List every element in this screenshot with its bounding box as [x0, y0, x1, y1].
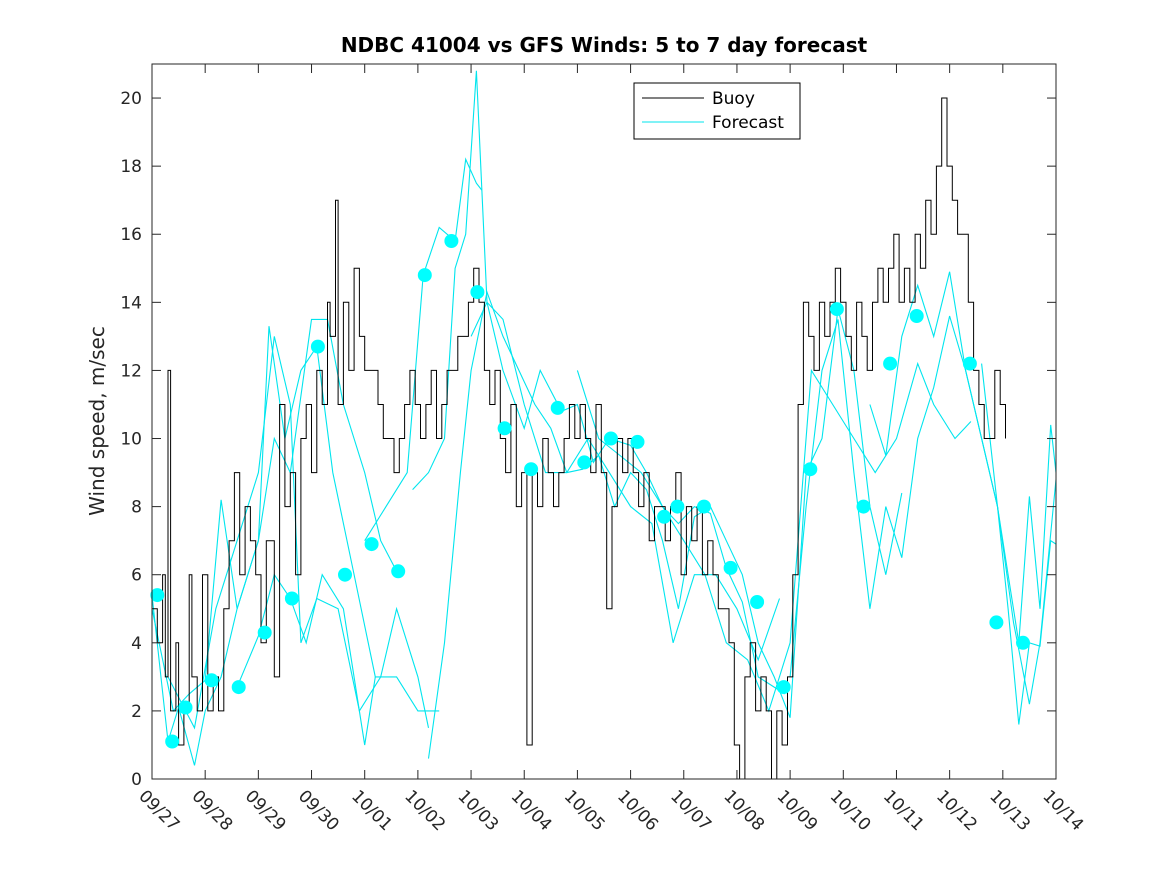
forecast-marker-28 [856, 499, 871, 514]
x-tick-label-10/14: 10/14 [1038, 786, 1087, 835]
chart-title: NDBC 41004 vs GFS Winds: 5 to 7 day fore… [341, 33, 868, 57]
y-tick-label-20: 20 [120, 89, 142, 109]
forecast-line-0 [151, 318, 398, 766]
forecast-line-7 [470, 301, 781, 662]
forecast-marker-31 [962, 356, 977, 371]
forecast-marker-17 [577, 455, 592, 470]
forecast-marker-7 [310, 339, 325, 354]
forecast-marker-12 [444, 234, 459, 248]
forecast-line-2 [167, 336, 430, 730]
forecast-line-3 [236, 573, 376, 746]
y-tick-label-4: 4 [131, 634, 142, 654]
x-tick-label-10/02: 10/02 [400, 786, 449, 835]
forecast-marker-30 [909, 309, 924, 323]
forecast-line-11 [981, 363, 1057, 725]
x-tick-label-09/29: 09/29 [241, 786, 290, 835]
x-tick-label-10/13: 10/13 [985, 786, 1034, 835]
forecast-marker-23 [723, 560, 738, 575]
forecast-marker-25 [776, 680, 791, 695]
y-tick-label-16: 16 [120, 225, 142, 245]
x-tick-label-10/05: 10/05 [560, 786, 609, 835]
x-tick-label-10/04: 10/04 [507, 786, 556, 835]
y-tick-label-14: 14 [120, 293, 142, 313]
forecast-marker-19 [630, 434, 645, 449]
x-tick-label-10/12: 10/12 [932, 786, 981, 835]
forecast-marker-14 [497, 421, 512, 436]
forecast-marker-22 [697, 499, 711, 514]
forecast-marker-27 [829, 302, 844, 317]
x-tick-label-10/11: 10/11 [879, 786, 928, 835]
forecast-marker-29 [883, 356, 898, 371]
forecast-line-4 [364, 157, 483, 541]
y-tick-label-10: 10 [120, 430, 142, 450]
series-layer [150, 70, 1057, 780]
plot-area [152, 64, 1056, 779]
forecast-line-9 [789, 315, 1057, 705]
forecast-marker-8 [338, 567, 352, 582]
forecast-marker-1 [165, 734, 180, 749]
forecast-marker-18 [603, 431, 618, 446]
forecast-marker-15 [524, 462, 539, 477]
y-tick-label-0: 0 [131, 770, 142, 790]
forecast-marker-26 [803, 462, 818, 477]
plot-frame [151, 63, 1057, 780]
forecast-marker-0 [150, 588, 165, 603]
x-tick-label-10/01: 10/01 [347, 786, 396, 835]
forecast-marker-16 [550, 400, 565, 415]
forecast-marker-9 [364, 537, 379, 552]
x-tick-label-10/08: 10/08 [719, 786, 768, 835]
y-tick-label-6: 6 [131, 566, 142, 586]
x-tick-label-09/30: 09/30 [294, 786, 343, 835]
forecast-marker-24 [750, 595, 765, 609]
buoy-line [152, 97, 1006, 780]
legend-buoy-label: Buoy [712, 89, 755, 109]
forecast-marker-33 [1016, 635, 1030, 650]
forecast-marker-4 [231, 680, 246, 695]
forecast-marker-20 [657, 509, 672, 524]
forecast-marker-13 [470, 285, 485, 300]
y-tick-label-2: 2 [131, 702, 142, 722]
x-tick-label-10/06: 10/06 [613, 786, 662, 835]
x-tick-label-09/28: 09/28 [188, 786, 237, 835]
y-axis-label: Wind speed, m/sec [85, 326, 109, 516]
forecast-line-10 [869, 271, 1057, 643]
x-tick-label-10/07: 10/07 [666, 786, 715, 835]
forecast-marker-5 [257, 625, 272, 640]
y-tick-label-8: 8 [131, 498, 142, 518]
y-tick-label-12: 12 [120, 361, 142, 381]
forecast-marker-2 [178, 700, 193, 715]
legend: Buoy Forecast [633, 82, 801, 140]
legend-box [633, 82, 801, 140]
x-tick-label-10/10: 10/10 [826, 786, 875, 835]
legend-forecast-label: Forecast [712, 113, 784, 133]
forecast-line-6 [427, 290, 903, 759]
forecast-marker-32 [989, 615, 1004, 630]
forecast-marker-21 [670, 499, 685, 514]
forecast-marker-6 [284, 591, 299, 606]
forecast-marker-3 [204, 673, 219, 688]
x-tick-label-09/27: 09/27 [134, 786, 183, 835]
forecast-marker-10 [391, 564, 406, 579]
forecast-line-8 [576, 361, 972, 713]
x-tick-label-10/03: 10/03 [454, 786, 503, 835]
forecast-marker-11 [417, 268, 432, 283]
x-tick-label-10/09: 10/09 [773, 786, 822, 835]
y-tick-label-18: 18 [120, 157, 142, 177]
